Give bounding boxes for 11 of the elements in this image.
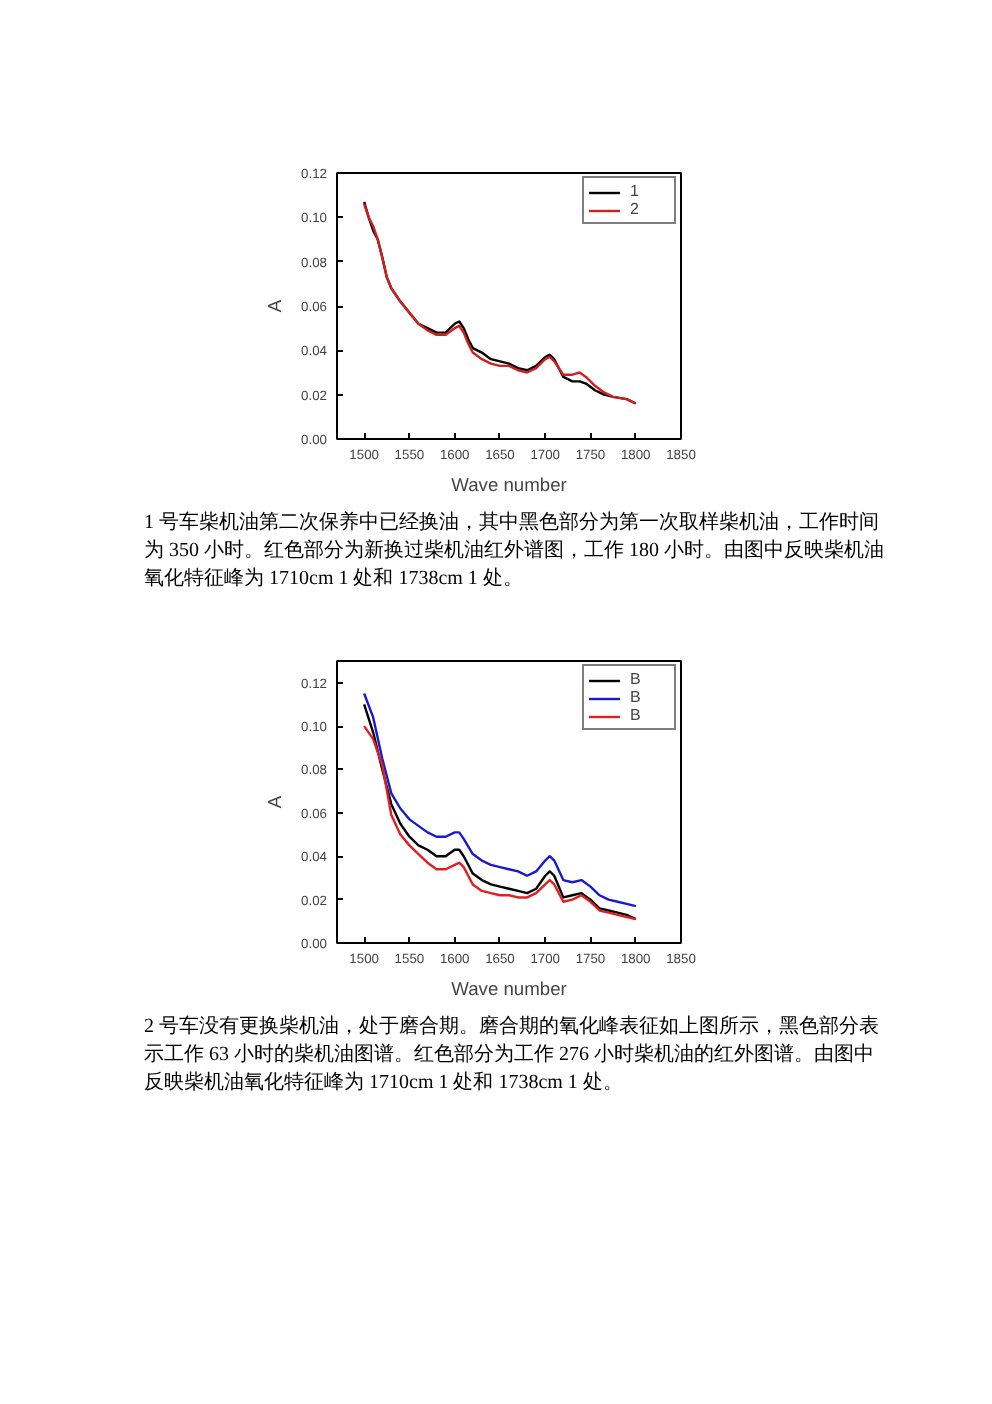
legend-label: 1: [630, 182, 641, 200]
legend-label: B: [630, 706, 643, 724]
x-axis-title: Wave number: [451, 979, 567, 999]
text: 2 号车没有更换柴机油，处于磨合期。磨合期的氧化峰表征如上图所示，黑色部分表示工作 63 小时的柴机油图谱。红色部分为工作 276 小时柴机油的红外图谱。由图中反映柴机油氧化特征峰为 1710cm 1 处和 1738cm 1 处。: [144, 1014, 881, 1098]
legend-label: B: [630, 670, 643, 688]
y-axis-title: A: [265, 794, 286, 809]
text: 1 号车柴机油第二次保养中已经换油，其中黑色部分为第一次取样柴机油，工作时间为 350 小时。红色部分为新换过柴机油红外谱图，工作 180 小时。由图中反映柴机油氧化特征峰为 1710cm 1 处和 1738cm 1 处。: [144, 510, 884, 594]
x-axis-title: Wave number: [451, 475, 567, 495]
y-axis-title: A: [265, 298, 286, 313]
legend-label: 2: [630, 200, 641, 218]
legend-label: B: [630, 688, 643, 706]
